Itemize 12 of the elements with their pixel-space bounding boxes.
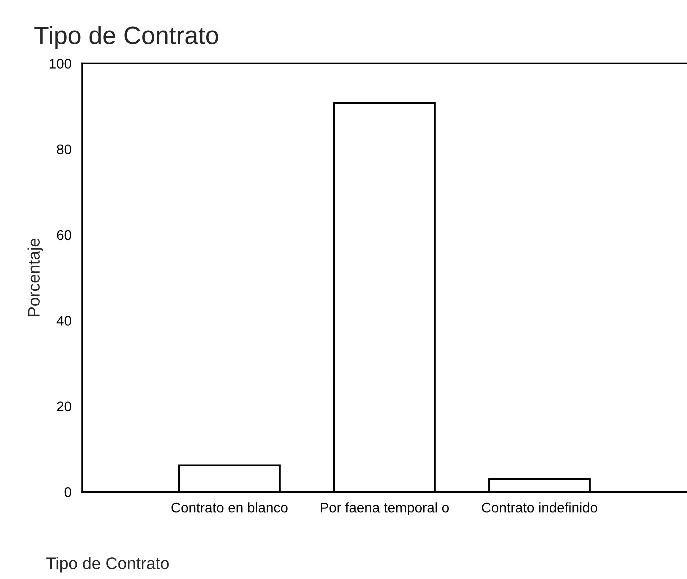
x-axis-title: Tipo de Contrato — [46, 557, 169, 573]
y-tick-label: 80 — [57, 144, 72, 155]
y-axis-title: Porcentaje — [28, 238, 44, 316]
x-tick-label: Contrato indefinido — [482, 502, 598, 513]
y-tick-label: 100 — [50, 59, 72, 69]
y-tick-label: 60 — [57, 230, 72, 240]
chart-title: Tipo de Contrato — [34, 26, 218, 50]
y-tick-label: 0 — [64, 487, 72, 498]
x-tick-label: Por faena temporal o — [321, 502, 449, 516]
y-tick-label: 40 — [56, 316, 72, 326]
y-tick-label: 20 — [57, 402, 72, 412]
x-tick-label: Contrato en blanco — [172, 502, 288, 513]
